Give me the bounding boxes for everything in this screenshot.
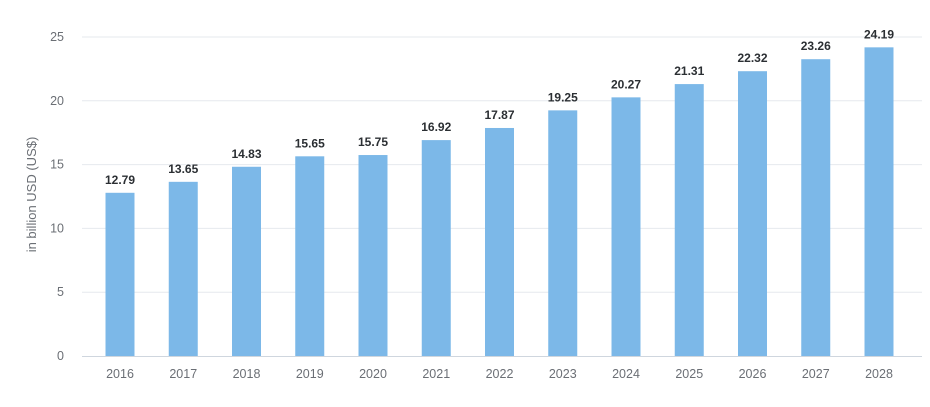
x-tick-label: 2018	[233, 367, 261, 381]
y-tick-label: 15	[50, 158, 64, 172]
y-tick-label: 20	[50, 94, 64, 108]
x-tick-label: 2021	[422, 367, 450, 381]
x-tick-label: 2017	[169, 367, 197, 381]
data-label-2027: 23.26	[801, 39, 831, 53]
bar-2022[interactable]	[485, 127, 514, 357]
data-label-2016: 12.79	[105, 173, 135, 187]
bar-2018[interactable]	[232, 166, 261, 356]
y-tick-label: 5	[57, 285, 64, 299]
bar-2024[interactable]	[611, 97, 641, 356]
bar-2016[interactable]	[105, 192, 135, 356]
x-tick-label: 2019	[296, 367, 324, 381]
data-label-2019: 15.65	[295, 136, 325, 150]
data-label-2017: 13.65	[168, 162, 198, 176]
data-label-2024: 20.27	[611, 77, 641, 91]
x-tick-label: 2016	[106, 367, 134, 381]
data-label-2028: 24.19	[864, 27, 894, 41]
bars	[105, 47, 894, 357]
x-tick-label: 2024	[612, 367, 640, 381]
bar-2028[interactable]	[864, 47, 894, 356]
bar-2025[interactable]	[674, 84, 704, 356]
data-labels: 12.79 13.65 14.83 15.65 15.75 16.92 17.87 19.25…	[105, 27, 894, 186]
data-label-2026: 22.32	[737, 51, 767, 65]
data-label-2025: 21.31	[674, 64, 704, 78]
x-tick-label: 2023	[549, 367, 577, 381]
bar-2027[interactable]	[801, 59, 831, 357]
bar-2017[interactable]	[168, 181, 198, 356]
x-tick-label: 2025	[675, 367, 703, 381]
x-tick-label: 2026	[739, 367, 767, 381]
bar-2026[interactable]	[738, 71, 767, 356]
data-label-2023: 19.25	[548, 90, 578, 104]
bar-2020[interactable]	[358, 155, 388, 356]
x-tick-label: 2027	[802, 367, 830, 381]
data-label-2022: 17.87	[484, 108, 514, 122]
y-axis-title: in billion USD (US$)	[24, 137, 39, 253]
x-tick-label: 2022	[486, 367, 514, 381]
data-label-2020: 15.75	[358, 135, 388, 149]
data-label-2018: 14.83	[231, 147, 261, 161]
data-label-2021: 16.92	[421, 120, 451, 134]
y-tick-label: 25	[50, 30, 64, 44]
bar-2019[interactable]	[295, 156, 325, 356]
x-axis-ticks: 2016 2017 2018 2019 2020 2021 2022 2023 2024 2025…	[106, 367, 893, 381]
y-tick-label: 0	[57, 349, 64, 363]
bar-2021[interactable]	[421, 140, 451, 356]
x-tick-label: 2028	[865, 367, 893, 381]
y-axis-ticks: 0 5 10 15 20 25	[50, 30, 64, 363]
y-tick-label: 10	[50, 221, 64, 235]
x-tick-label: 2020	[359, 367, 387, 381]
bar-2023[interactable]	[548, 110, 578, 357]
